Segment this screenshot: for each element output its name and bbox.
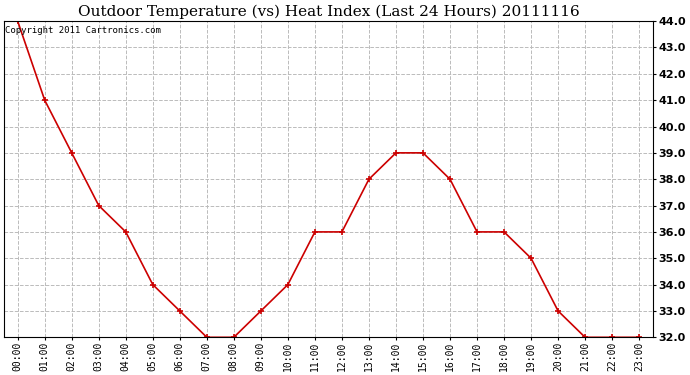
- Title: Outdoor Temperature (vs) Heat Index (Last 24 Hours) 20111116: Outdoor Temperature (vs) Heat Index (Las…: [77, 4, 580, 18]
- Text: Copyright 2011 Cartronics.com: Copyright 2011 Cartronics.com: [6, 26, 161, 35]
